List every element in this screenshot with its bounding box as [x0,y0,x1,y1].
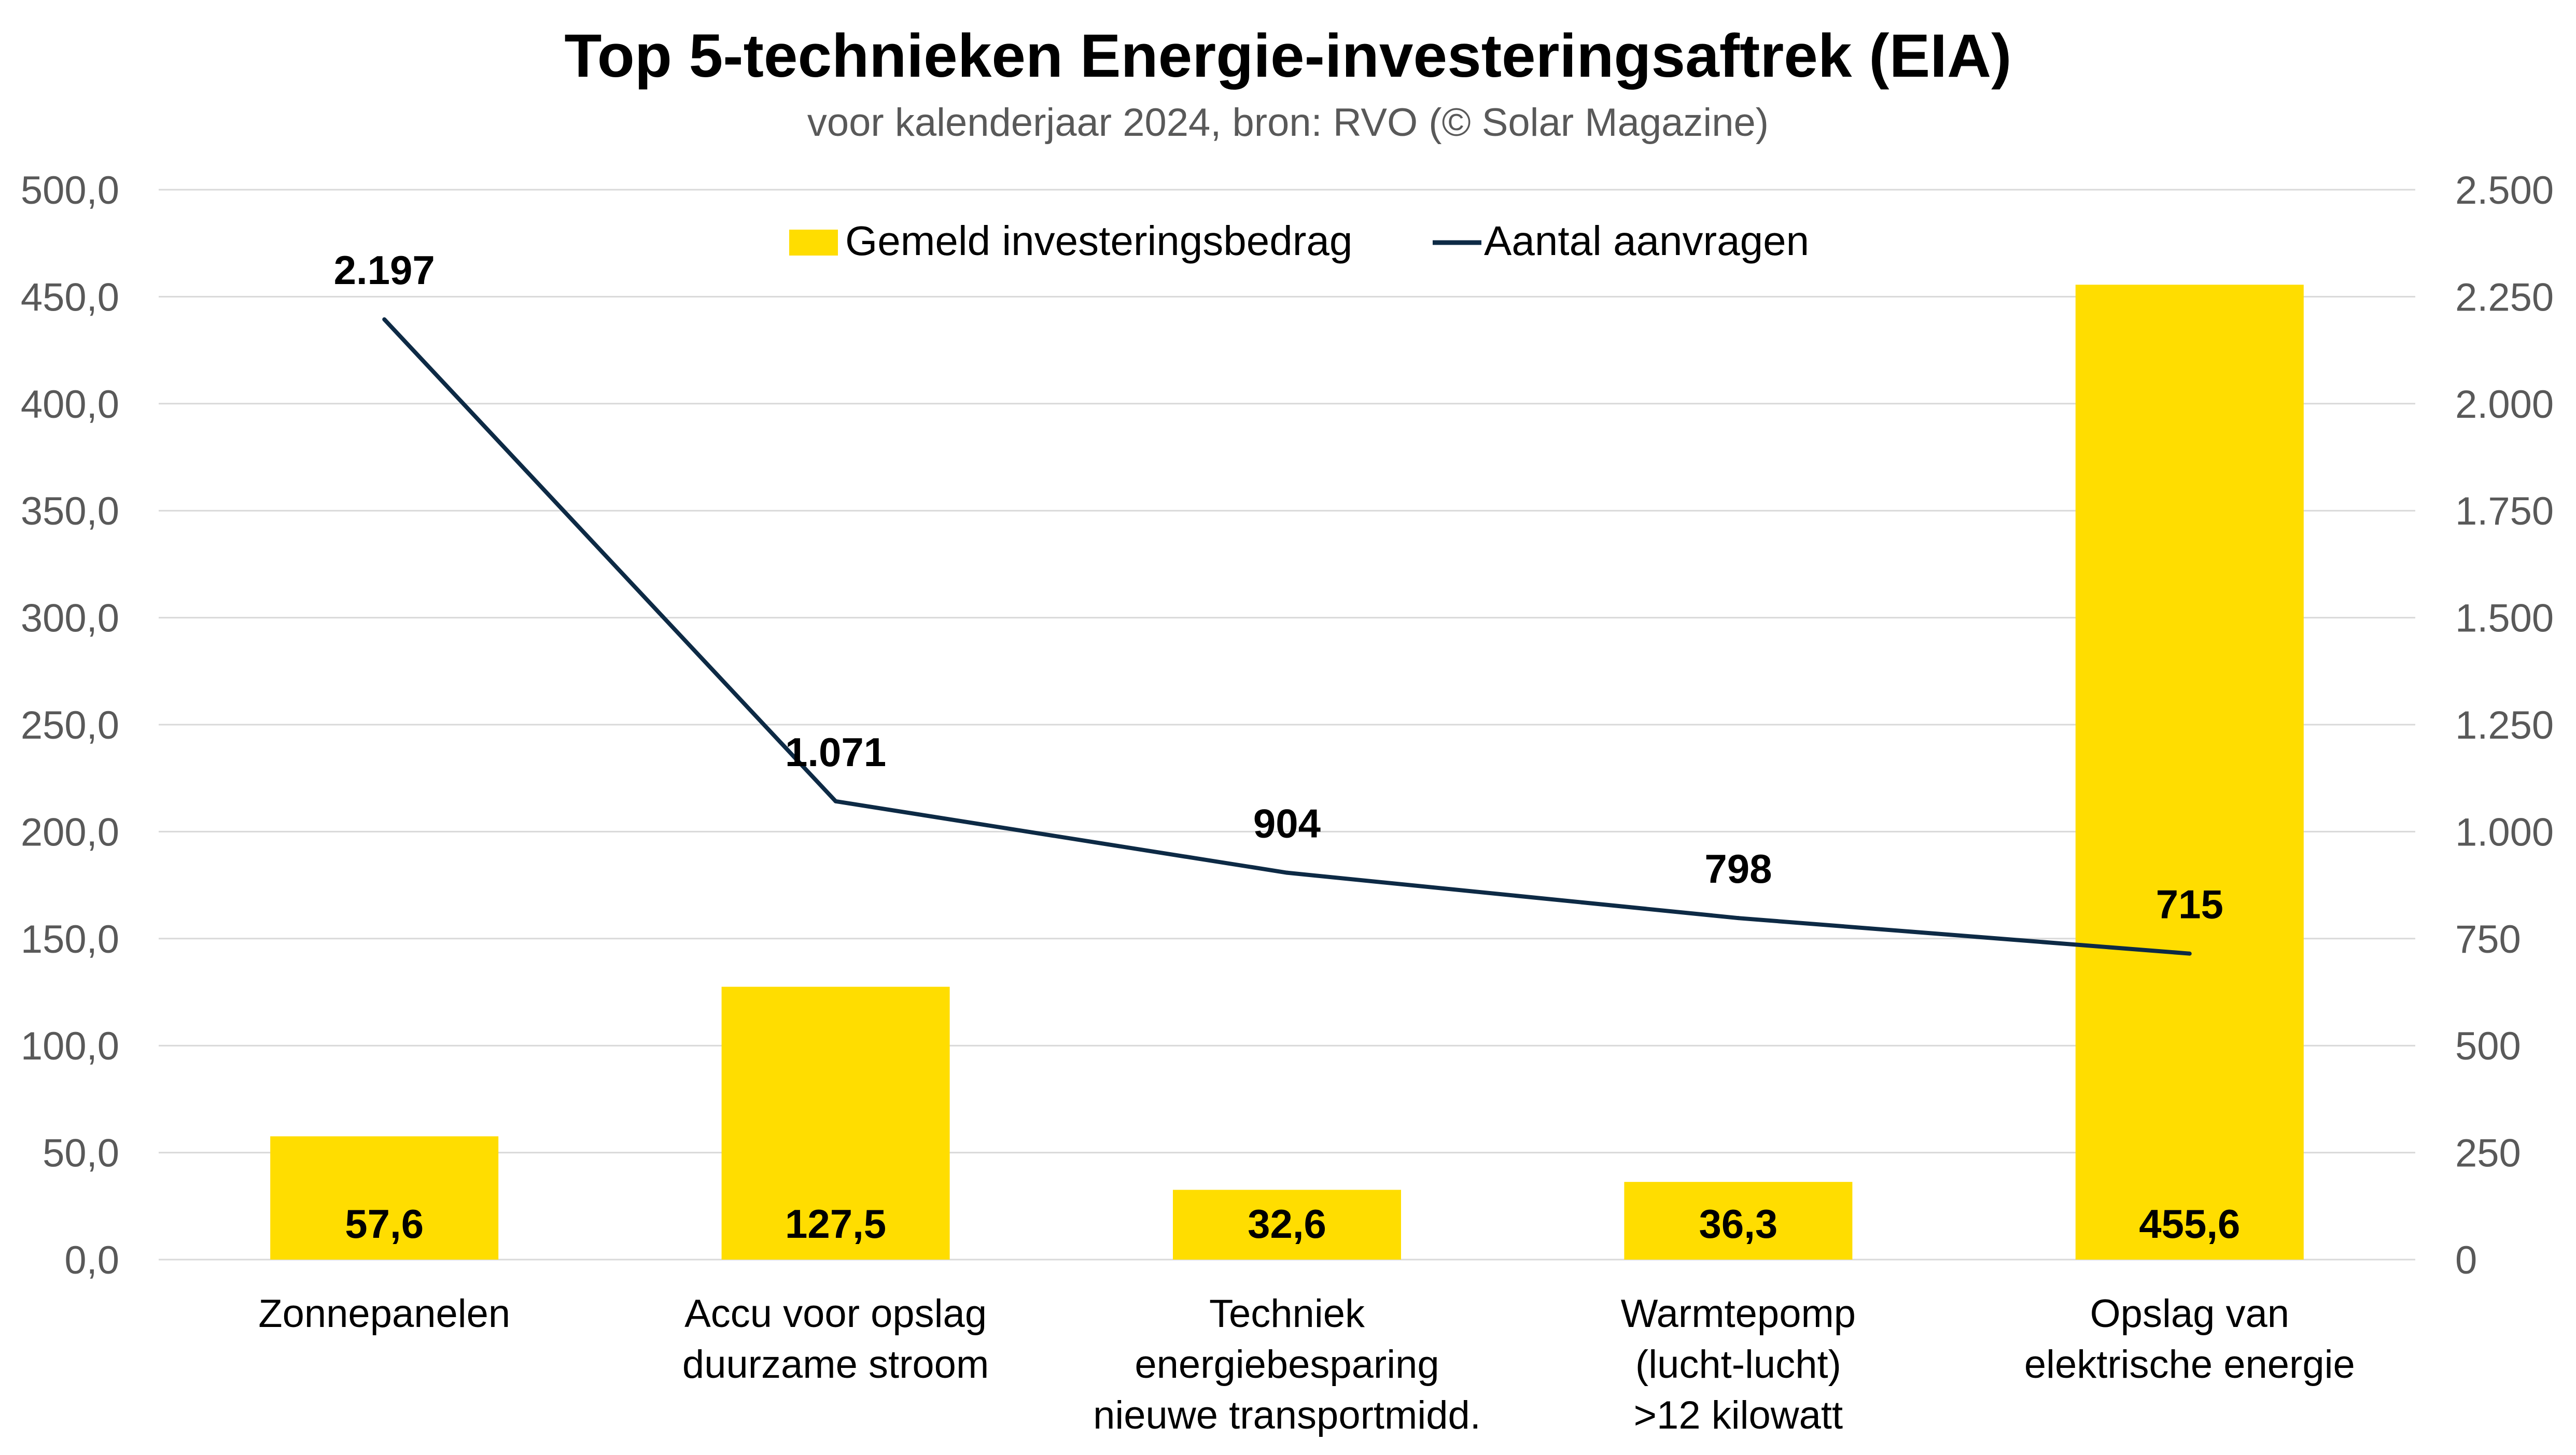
bar-value-label: 455,6 [2139,1201,2240,1247]
bar-series [270,285,2304,1260]
category-label-line: elektrische energie [2024,1343,2355,1387]
legend-swatch-bar [789,230,838,256]
line-value-label: 715 [2156,882,2223,927]
legend: Gemeld investeringsbedrag Aantal aanvrag… [789,218,1809,264]
line-series [382,317,2192,956]
bar-value-label: 127,5 [785,1201,886,1247]
left-tick-label: 100,0 [21,1024,119,1068]
category-label: Zonnepanelen [258,1292,510,1336]
category-label-line: Opslag van [2090,1292,2289,1336]
bar [721,986,950,1260]
left-y-axis: 0,0 50,0 100,0 150,0 200,0 250,0 300,0 350,0 400… [21,168,119,1282]
bar [1173,1190,1401,1260]
bar-value-label: 32,6 [1248,1201,1326,1247]
left-tick-label: 500,0 [21,168,119,213]
left-tick-label: 450,0 [21,275,119,319]
category-label: Techniek energiebesparing nieuwe transport… [1093,1292,1481,1437]
chart-subtitle: voor kalenderjaar 2024, bron: RVO (© Sol… [807,101,1769,145]
right-tick-label: 2.250 [2455,275,2554,319]
left-tick-label: 400,0 [21,383,119,427]
category-label: Accu voor opslag duurzame stroom [682,1292,989,1387]
right-tick-label: 2.000 [2455,383,2554,427]
category-label-line: Warmtepomp [1621,1292,1856,1336]
right-tick-label: 0 [2455,1238,2477,1282]
bar-value-label: 57,6 [345,1201,424,1247]
right-tick-label: 1.500 [2455,597,2554,641]
right-tick-label: 250 [2455,1132,2521,1176]
left-tick-label: 300,0 [21,597,119,641]
legend-label-bar: Gemeld investeringsbedrag [845,218,1352,264]
line-aanvragen [383,318,2190,956]
right-tick-label: 1.250 [2455,703,2554,747]
line-value-label: 2.197 [334,247,435,293]
line-point [1285,870,1289,875]
category-label-line: nieuwe transportmidd. [1093,1393,1481,1437]
category-label-line: Zonnepanelen [258,1292,510,1336]
category-label-line: Accu voor opslag [684,1292,987,1336]
bar [2075,285,2304,1260]
line-value-label: 904 [1253,801,1321,846]
right-tick-label: 1.750 [2455,489,2554,533]
right-tick-label: 750 [2455,917,2521,962]
category-axis: Zonnepanelen Accu voor opslag duurzame str… [258,1292,2355,1437]
bar [1624,1182,1853,1260]
chart-title: Top 5-technieken Energie-investeringsaft… [564,22,2011,90]
category-label: Opslag van elektrische energie [2024,1292,2355,1387]
right-tick-label: 2.500 [2455,168,2554,213]
left-tick-label: 350,0 [21,489,119,533]
line-value-label: 798 [1704,846,1772,892]
line-point [1736,916,1741,921]
category-label-line: Techniek [1209,1292,1365,1336]
bar [270,1136,499,1260]
category-label-line: (lucht-lucht) [1635,1343,1841,1387]
category-label-line: energiebesparing [1135,1343,1439,1387]
line-point [833,799,838,803]
line-value-label: 1.071 [785,729,886,775]
right-tick-label: 500 [2455,1024,2521,1068]
left-tick-label: 200,0 [21,810,119,854]
category-label: Warmtepomp (lucht-lucht) >12 kilowatt [1621,1292,1856,1437]
category-label-line: >12 kilowatt [1634,1393,1843,1437]
left-tick-label: 150,0 [21,917,119,962]
line-point [2187,951,2192,956]
right-tick-label: 1.000 [2455,810,2554,854]
gridlines [159,189,2415,1261]
data-labels: 57,6 127,5 32,6 36,3 455,6 2.197 1.071 904 798 71… [334,247,2241,1247]
bar-value-label: 36,3 [1699,1201,1777,1247]
category-label-line: duurzame stroom [682,1343,989,1387]
right-y-axis: 0 250 500 750 1.000 1.250 1.500 1.750 2.000 2.250… [2455,168,2554,1282]
left-tick-label: 50,0 [43,1132,119,1176]
left-tick-label: 250,0 [21,703,119,747]
legend-label-line: Aantal aanvragen [1484,218,1809,264]
left-tick-label: 0,0 [64,1238,119,1282]
line-point [382,317,387,322]
